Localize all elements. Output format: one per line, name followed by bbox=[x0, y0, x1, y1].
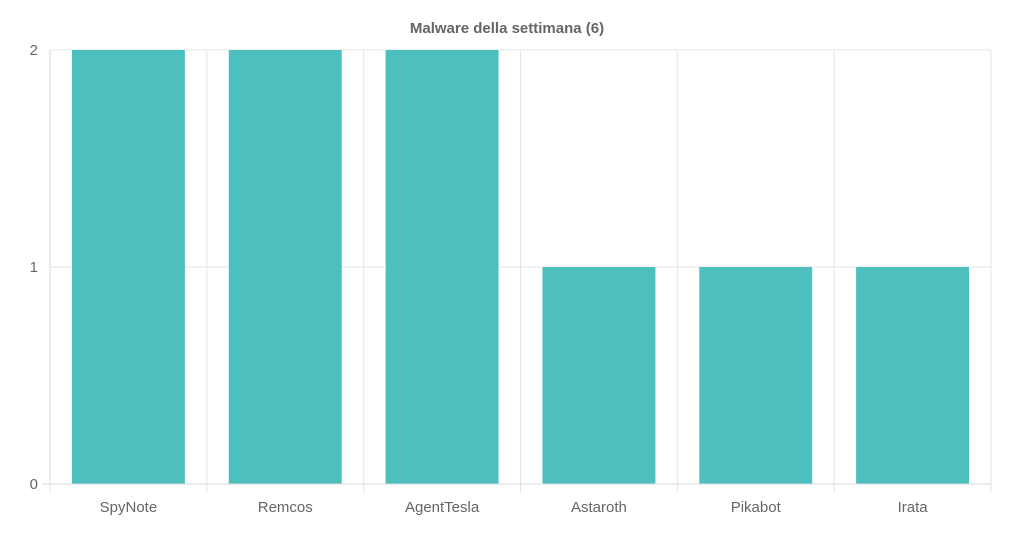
bar bbox=[228, 50, 342, 484]
bar bbox=[71, 50, 185, 484]
x-tick-label: Remcos bbox=[258, 499, 313, 516]
bar bbox=[856, 267, 970, 484]
bar bbox=[385, 50, 499, 484]
tick-labels: 0 1 2 SpyNote Remcos AgentTesla Astaroth Pikabo… bbox=[30, 42, 929, 516]
bars bbox=[71, 50, 970, 484]
y-tick-label: 1 bbox=[30, 259, 38, 276]
x-tick-label: Astaroth bbox=[571, 499, 627, 516]
x-tick-label: Irata bbox=[898, 499, 929, 516]
x-tick-label: Pikabot bbox=[731, 499, 782, 516]
bar bbox=[699, 267, 813, 484]
x-tick-label: SpyNote bbox=[100, 499, 158, 516]
grid-lines bbox=[49, 49, 992, 493]
chart-title: Malware della settimana (6) bbox=[410, 20, 604, 37]
axes bbox=[42, 50, 991, 485]
bar bbox=[542, 267, 656, 484]
x-tick-label: AgentTesla bbox=[405, 499, 480, 516]
y-tick-label: 2 bbox=[30, 42, 38, 59]
y-tick-label: 0 bbox=[30, 476, 38, 493]
